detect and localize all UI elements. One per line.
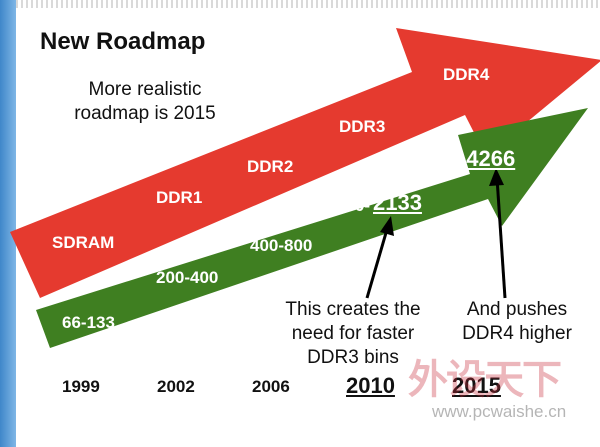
label-ddr3: DDR3	[339, 117, 386, 136]
speed-2133: 2133	[373, 190, 422, 215]
callout-ddr3-line-3: DDR3 bins	[307, 347, 399, 368]
slide-title: New Roadmap	[40, 28, 206, 55]
realistic-roadmap-note: More realistic roadmap is 2015	[50, 78, 240, 126]
label-ddr2: DDR2	[247, 157, 294, 176]
callout-ddr4-line-1: And pushes	[466, 299, 568, 320]
label-ddr1: DDR1	[156, 188, 203, 207]
callout-ddr3-line-2: need for faster	[291, 323, 415, 344]
year-1999: 1999	[62, 377, 100, 396]
callout-ddr4-higher: And pushes DDR4 higher	[452, 298, 582, 346]
year-2015: 2015	[452, 373, 501, 398]
watermark-chinese: 外设天下	[408, 358, 562, 402]
callout-ddr3-line-1: This creates the	[285, 299, 421, 320]
speed-400-800: 400-800	[250, 236, 313, 255]
callout-faster-ddr3-bins: This creates the need for faster DDR3 bi…	[268, 298, 438, 370]
label-sdram: SDRAM	[52, 233, 115, 252]
note-line-2: roadmap is 2015	[74, 103, 216, 124]
callout-ddr4-line-2: DDR4 higher	[462, 323, 572, 344]
year-2006: 2006	[252, 377, 290, 396]
speed-66-133: 66-133	[62, 313, 115, 332]
green-speed-arrow	[36, 108, 588, 348]
red-ddr-arrow	[10, 28, 600, 298]
callout-pointer-ddr4-head	[489, 168, 504, 186]
left-accent-bar	[0, 0, 16, 447]
speed-200-400: 200-400	[156, 268, 219, 287]
label-ddr4: DDR4	[443, 65, 490, 84]
callout-pointer-ddr3-head	[380, 216, 394, 236]
year-2002: 2002	[157, 377, 195, 396]
speed-2133-4266: 2133-4266	[410, 146, 516, 171]
speed-800-prefix: 800-	[336, 196, 371, 215]
note-line-1: More realistic	[88, 79, 202, 100]
callout-pointer-ddr3	[365, 225, 390, 299]
year-2010: 2010	[346, 373, 395, 398]
watermark-url: www.pcwaishe.cn	[432, 402, 567, 421]
top-stripe-pattern	[16, 0, 600, 8]
callout-pointer-ddr4	[495, 177, 507, 299]
